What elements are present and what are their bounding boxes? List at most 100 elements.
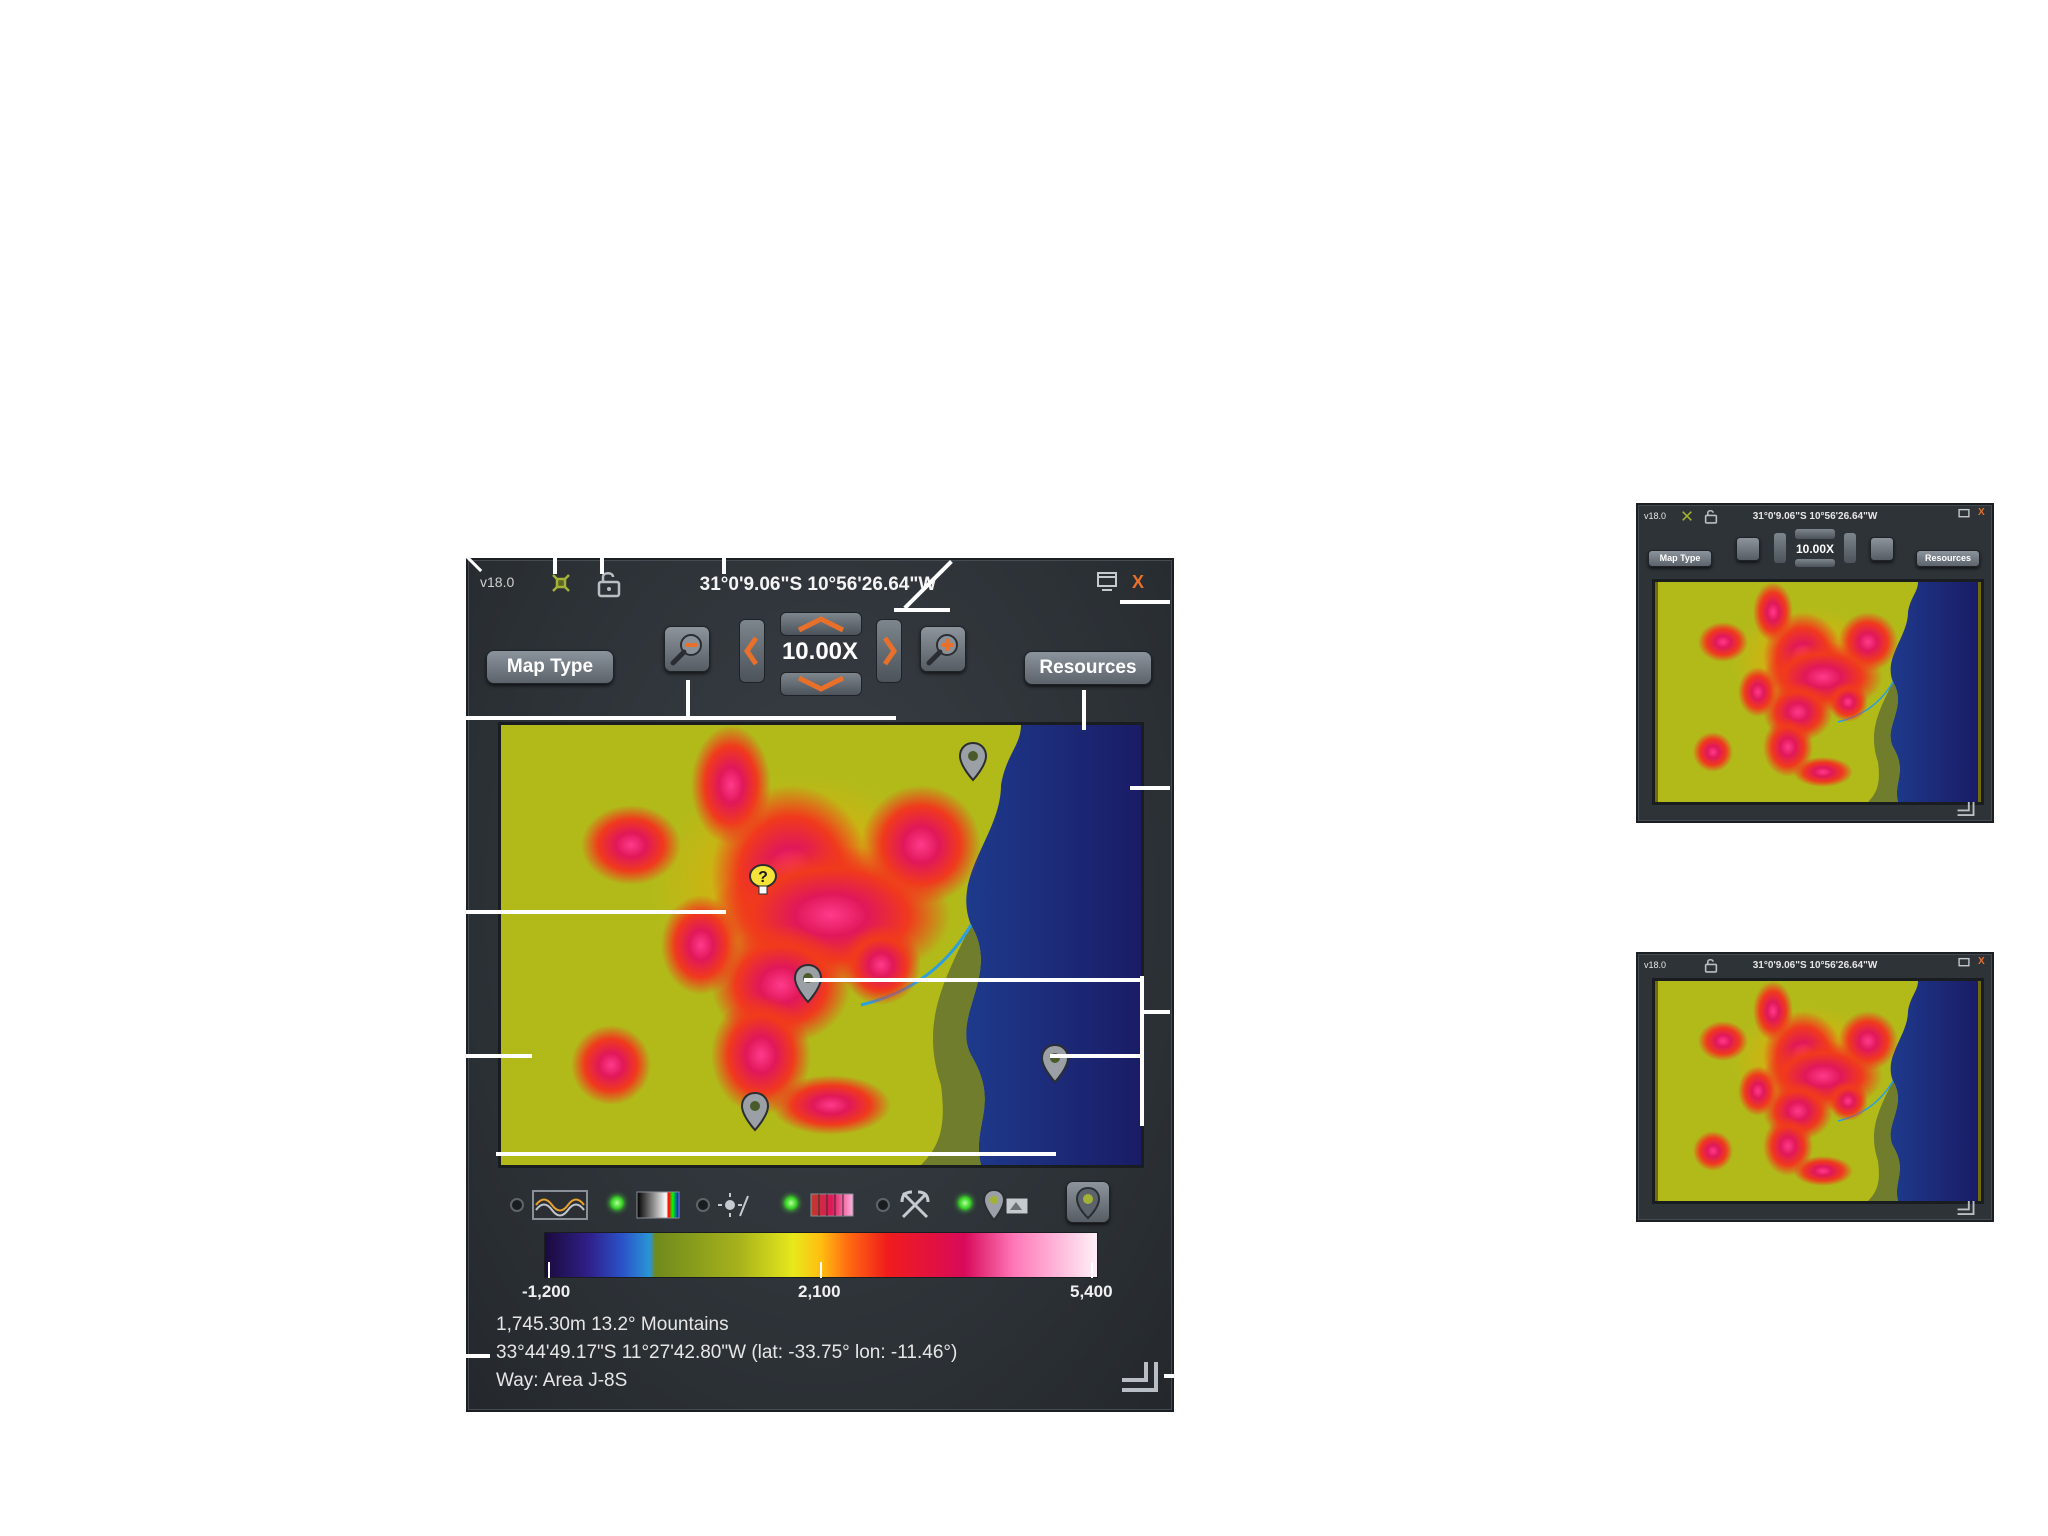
callout-resources-h	[1130, 786, 1170, 790]
pan-down-button[interactable]	[1795, 559, 1835, 567]
callout-resources-v	[1082, 690, 1086, 730]
resources-button[interactable]: Resources	[1916, 550, 1980, 567]
unlock-icon[interactable]	[1704, 958, 1718, 973]
legend-min-label: -1,200	[522, 1282, 571, 1301]
callout-satellite	[553, 558, 557, 574]
pan-up-button[interactable]	[780, 612, 862, 636]
chevron-right-icon	[882, 636, 898, 666]
elevation-map[interactable]	[1655, 582, 1981, 802]
elevation-map[interactable]	[1655, 981, 1981, 1201]
cursor-coordinates: 31°0'9.06"S 10°56'26.64"W	[1752, 960, 1878, 971]
resources-button[interactable]: Resources	[1024, 651, 1152, 685]
version-label: v18.0	[1644, 960, 1667, 970]
callout-waypoints-v	[1140, 976, 1144, 1126]
pan-down-button[interactable]	[780, 672, 862, 696]
unlock-icon[interactable]	[1704, 509, 1718, 524]
callout-pin-mid	[804, 978, 1144, 982]
resize-handle-icon[interactable]	[1956, 1200, 1976, 1221]
close-button[interactable]: X	[1978, 956, 1985, 967]
contour-led[interactable]	[510, 1198, 524, 1212]
unlock-icon[interactable]	[596, 570, 622, 598]
legend-tick-max	[1091, 1262, 1093, 1278]
map-panel: v18.0 31°0'9.06"S 10°56'26.64"W X Map Ty…	[466, 558, 1174, 1412]
waypoints-led[interactable]	[958, 1196, 972, 1210]
heatmap-view[interactable]	[498, 722, 1144, 1168]
mini-map-panel-expanded: v18.0 31°0'9.06"S 10°56'26.64"W X Map Ty…	[1636, 503, 1994, 823]
pointer-coordinates: 33°44'49.17"S 11°27'42.80"W (lat: -33.75…	[496, 1342, 958, 1363]
callout-toolbar	[496, 1152, 1056, 1156]
day-night-led[interactable]	[696, 1198, 710, 1212]
contour-icon[interactable]	[532, 1190, 588, 1225]
map-type-button[interactable]: Map Type	[486, 650, 614, 684]
waypoint-pin[interactable]	[1040, 1044, 1070, 1084]
grayscale-icon[interactable]	[636, 1190, 680, 1225]
callout-player	[466, 910, 726, 914]
waypoint-pin[interactable]	[740, 1092, 770, 1132]
heatmap-view[interactable]	[1652, 579, 1984, 805]
callout-resize	[1164, 1374, 1174, 1378]
resize-handle-icon[interactable]	[1120, 1360, 1160, 1399]
zoom-in-icon	[926, 634, 958, 666]
callout-coordinates	[722, 558, 726, 574]
pickaxe-icon[interactable]	[898, 1188, 932, 1227]
zoom-out-button[interactable]	[1736, 537, 1760, 561]
pan-left-button[interactable]	[1774, 533, 1786, 563]
waypoint-pin[interactable]	[958, 742, 988, 782]
zoom-out-button[interactable]	[664, 626, 710, 672]
pan-left-button[interactable]	[739, 619, 765, 683]
grayscale-led[interactable]	[610, 1196, 624, 1210]
legend-tick-mid	[820, 1262, 822, 1278]
close-button[interactable]: X	[1978, 507, 1985, 518]
color-scale-icon[interactable]	[810, 1190, 854, 1225]
day-night-icon[interactable]	[718, 1190, 762, 1225]
chevron-down-icon	[797, 675, 845, 692]
resources-led[interactable]	[876, 1198, 890, 1212]
map-type-button[interactable]: Map Type	[1648, 550, 1712, 567]
player-marker-icon: ?	[748, 862, 778, 901]
callout-pin-right	[1050, 1054, 1140, 1058]
callout-window	[1120, 600, 1170, 604]
pan-up-button[interactable]	[1795, 529, 1835, 539]
chevron-up-icon	[797, 616, 845, 633]
svg-text:?: ?	[758, 869, 768, 886]
cursor-coordinates: 31°0'9.06"S 10°56'26.64"W	[1752, 511, 1878, 522]
satellite-icon[interactable]	[1680, 509, 1694, 523]
version-label: v18.0	[480, 574, 515, 590]
mini-map-panel-compact: v18.0 31°0'9.06"S 10°56'26.64"W X	[1636, 952, 1994, 1222]
terrain-info: 1,745.30m 13.2° Mountains	[496, 1314, 729, 1335]
window-toggle-icon[interactable]	[1096, 570, 1118, 592]
callout-zoom-in-h	[686, 716, 896, 720]
elevation-map[interactable]	[501, 725, 1141, 1165]
callout-waypoints-h	[1140, 1010, 1170, 1014]
callout-map-left	[466, 1054, 532, 1058]
close-button[interactable]: X	[1132, 572, 1145, 592]
pan-right-button[interactable]	[876, 619, 902, 683]
zoom-in-button[interactable]	[920, 626, 966, 672]
waypoints-icon[interactable]	[982, 1188, 1032, 1227]
callout-lock	[600, 558, 604, 574]
waypoint-icon	[1075, 1186, 1101, 1220]
pan-right-button[interactable]	[1844, 533, 1856, 563]
overlay-toolbar	[498, 1184, 1098, 1224]
waypoint-pin[interactable]	[793, 964, 823, 1004]
legend-tick-min	[548, 1262, 550, 1278]
chevron-left-icon	[743, 636, 759, 666]
color-scale-led[interactable]	[784, 1196, 798, 1210]
callout-zoom-h	[894, 608, 950, 612]
cursor-coordinates: 31°0'9.06"S 10°56'26.64"W	[699, 574, 937, 595]
version-label: v18.0	[1644, 511, 1667, 521]
zoom-in-button[interactable]	[1870, 537, 1894, 561]
add-waypoint-button[interactable]	[1066, 1181, 1110, 1223]
zoom-level: 10.00X	[781, 638, 859, 665]
satellite-icon[interactable]	[548, 570, 574, 596]
window-toggle-icon[interactable]	[1958, 507, 1970, 525]
legend-max-label: 5,400	[1070, 1282, 1113, 1301]
callout-zoom-bar	[466, 716, 688, 720]
callout-zoom-out	[686, 680, 690, 720]
zoom-level: 10.00X	[1795, 542, 1835, 556]
legend-mid-label: 2,100	[798, 1282, 841, 1301]
waypoint-info: Way: Area J-8S	[496, 1370, 628, 1391]
resize-handle-icon[interactable]	[1956, 801, 1976, 822]
heatmap-view[interactable]	[1652, 978, 1984, 1204]
window-toggle-icon[interactable]	[1958, 956, 1970, 974]
